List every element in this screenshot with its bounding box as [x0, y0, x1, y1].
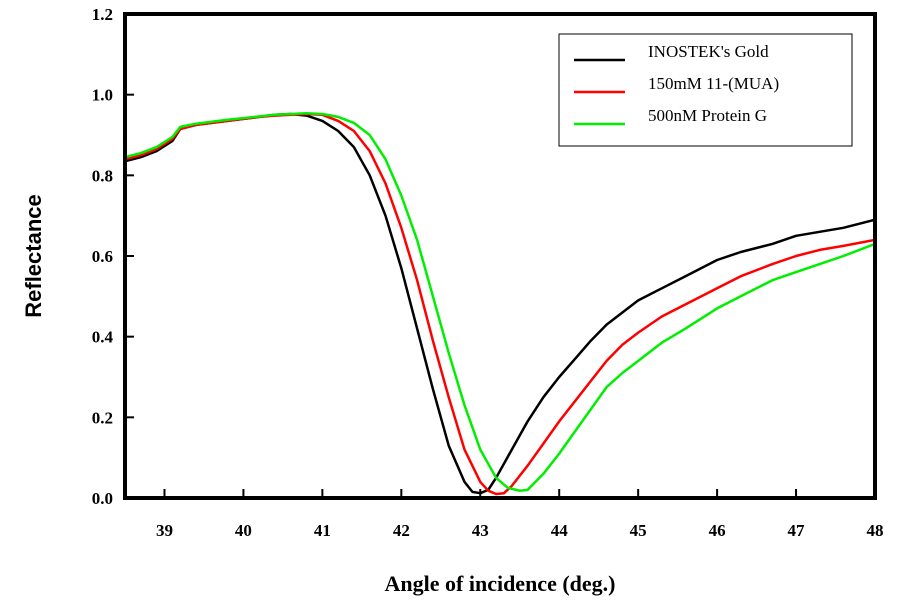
y-tick-label: 0.8 [92, 166, 113, 185]
legend-label: INOSTEK's Gold [648, 42, 769, 61]
y-tick-label: 0.0 [92, 489, 113, 508]
x-tick-label: 42 [393, 521, 410, 540]
legend-label: 150mM 11-(MUA) [648, 74, 779, 93]
x-tick-label: 41 [314, 521, 331, 540]
x-tick-label: 44 [551, 521, 569, 540]
y-tick-label: 0.6 [92, 247, 113, 266]
y-axis: 0.0 0.2 0.4 0.6 0.8 1.0 1.2 [92, 5, 134, 508]
series-line [125, 112, 875, 495]
x-tick-label: 45 [630, 521, 647, 540]
legend-box [558, 33, 853, 147]
x-tick-label: 48 [867, 521, 884, 540]
legend: INOSTEK's Gold 150mM 11-(MUA) 500nM Protei… [558, 33, 853, 147]
x-tick-label: 43 [472, 521, 489, 540]
x-tick-label: 39 [156, 521, 173, 540]
series-layer [125, 111, 875, 496]
x-axis: 39 40 41 42 43 44 45 46 47 48 [156, 489, 884, 540]
legend-label: 500nM Protein G [648, 106, 767, 125]
y-axis-label: Reflectance [21, 194, 46, 318]
y-tick-label: 1.0 [92, 86, 113, 105]
y-tick-label: 0.4 [92, 328, 114, 347]
x-tick-label: 47 [788, 521, 806, 540]
x-tick-label: 46 [709, 521, 726, 540]
x-tick-label: 40 [235, 521, 252, 540]
x-axis-label: Angle of incidence (deg.) [385, 571, 616, 596]
series-line [125, 112, 875, 496]
y-tick-label: 1.2 [92, 5, 113, 24]
series-line [125, 111, 875, 492]
y-tick-label: 0.2 [92, 408, 113, 427]
